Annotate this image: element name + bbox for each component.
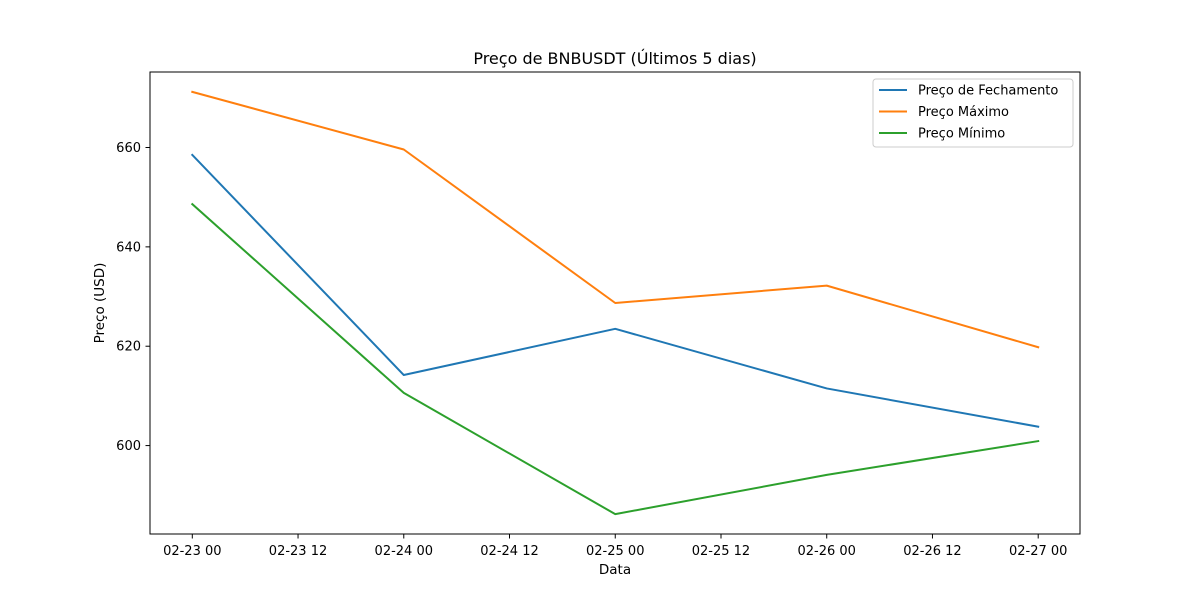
x-tick-label: 02-25 12 xyxy=(692,544,750,559)
x-tick-label: 02-24 12 xyxy=(480,544,538,559)
x-tick-label: 02-26 12 xyxy=(903,544,961,559)
x-tick-label: 02-23 00 xyxy=(163,544,221,559)
y-tick-label: 600 xyxy=(116,439,141,454)
x-tick-label: 02-23 12 xyxy=(269,544,327,559)
legend-label: Preço de Fechamento xyxy=(918,84,1058,99)
series-layer xyxy=(190,90,1040,516)
y-tick-label: 620 xyxy=(116,340,141,355)
x-tick-label: 02-24 00 xyxy=(375,544,433,559)
x-axis-label: Data xyxy=(599,562,631,578)
y-tick-label: 660 xyxy=(116,141,141,156)
y-tick-label: 640 xyxy=(116,240,141,255)
x-tick-label: 02-25 00 xyxy=(586,544,644,559)
y-axis-label: Preço (USD) xyxy=(92,263,108,344)
legend-box xyxy=(872,78,1074,148)
x-tick-label: 02-26 00 xyxy=(797,544,855,559)
y-axis: 600 620 640 660 xyxy=(116,141,150,454)
legend: Preço de Fechamento Preço Máximo Preço Mín… xyxy=(872,78,1074,148)
legend-label: Preço Mínimo xyxy=(918,127,1005,142)
legend-label: Preço Máximo xyxy=(918,105,1009,120)
x-tick-label: 02-27 00 xyxy=(1009,544,1067,559)
x-axis: 02-23 00 02-23 12 02-24 00 02-24 12 02-25 00… xyxy=(163,534,1067,559)
chart-title: Preço de BNBUSDT (Últimos 5 dias) xyxy=(473,49,756,68)
